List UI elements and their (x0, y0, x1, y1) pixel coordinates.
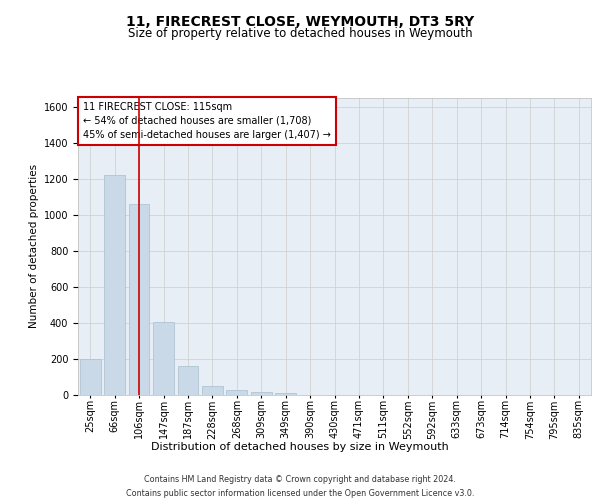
Bar (128, 204, 149, 395)
Bar (202, 386, 223, 395)
Bar (178, 366, 199, 395)
Text: 11, FIRECREST CLOSE, WEYMOUTH, DT3 5RY: 11, FIRECREST CLOSE, WEYMOUTH, DT3 5RY (126, 15, 474, 29)
Y-axis label: Number of detached properties: Number of detached properties (29, 164, 40, 328)
Text: 11 FIRECREST CLOSE: 115sqm
← 54% of detached houses are smaller (1,708)
45% of s: 11 FIRECREST CLOSE: 115sqm ← 54% of deta… (83, 102, 331, 140)
Bar (251, 392, 272, 395)
Bar (226, 390, 247, 395)
Bar (275, 393, 296, 395)
Text: Size of property relative to detached houses in Weymouth: Size of property relative to detached ho… (128, 28, 472, 40)
Text: Contains HM Land Registry data © Crown copyright and database right 2024.
Contai: Contains HM Land Registry data © Crown c… (126, 476, 474, 498)
Text: Distribution of detached houses by size in Weymouth: Distribution of detached houses by size … (151, 442, 449, 452)
Bar (153, 322, 174, 395)
Bar (104, 175, 125, 395)
Bar (80, 359, 101, 395)
